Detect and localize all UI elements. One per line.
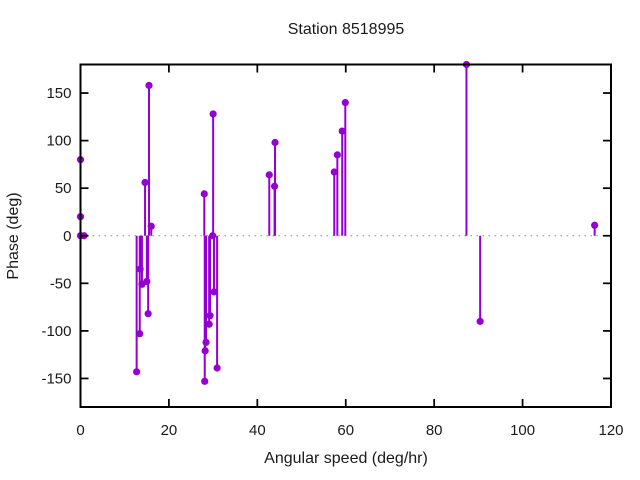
x-tick-label: 100 [510,422,535,439]
plot-area: 0 20 40 60 80 100 120 -150 -100 -50 0 50 100 150 [41,60,624,439]
x-axis-label: Angular speed (deg/hr) [264,450,428,467]
data-point [133,368,141,376]
data-point [213,364,221,372]
data-point [265,171,273,179]
x-tick-label: 80 [426,422,443,439]
y-tick-label: -100 [41,323,71,340]
y-axis-label: Phase (deg) [5,192,22,279]
data-point [143,277,151,286]
data-point [333,151,341,159]
x-tick-label: 60 [337,422,354,439]
data-point [591,221,599,229]
data-point [341,98,349,107]
data-point [209,110,217,118]
data-point [145,81,153,90]
data-point [136,330,144,338]
data-point [201,347,209,355]
data-point [144,310,152,318]
x-tick-label: 40 [249,422,266,439]
data-point [476,317,484,325]
y-tick-label: -150 [41,370,71,387]
data-point [147,222,155,230]
chart-title: Station 8518995 [288,21,405,38]
data-point [210,288,218,296]
data-point [200,190,208,198]
y-tick-label: 150 [46,85,71,102]
y-tick-label: 50 [55,180,72,197]
y-tick-label: 100 [46,133,71,150]
data-point [201,377,209,385]
x-tick-label: 120 [598,422,623,439]
data-point [271,138,279,147]
data-point [205,320,213,328]
x-tick-label: 0 [76,422,84,439]
data-point [202,338,210,346]
y-tick-label: -50 [50,275,72,292]
data-point [330,168,338,176]
data-point [338,127,346,135]
y-tick-label: 0 [63,228,71,245]
data-point [141,178,149,187]
data-point [206,312,214,320]
x-tick-label: 20 [161,422,178,439]
